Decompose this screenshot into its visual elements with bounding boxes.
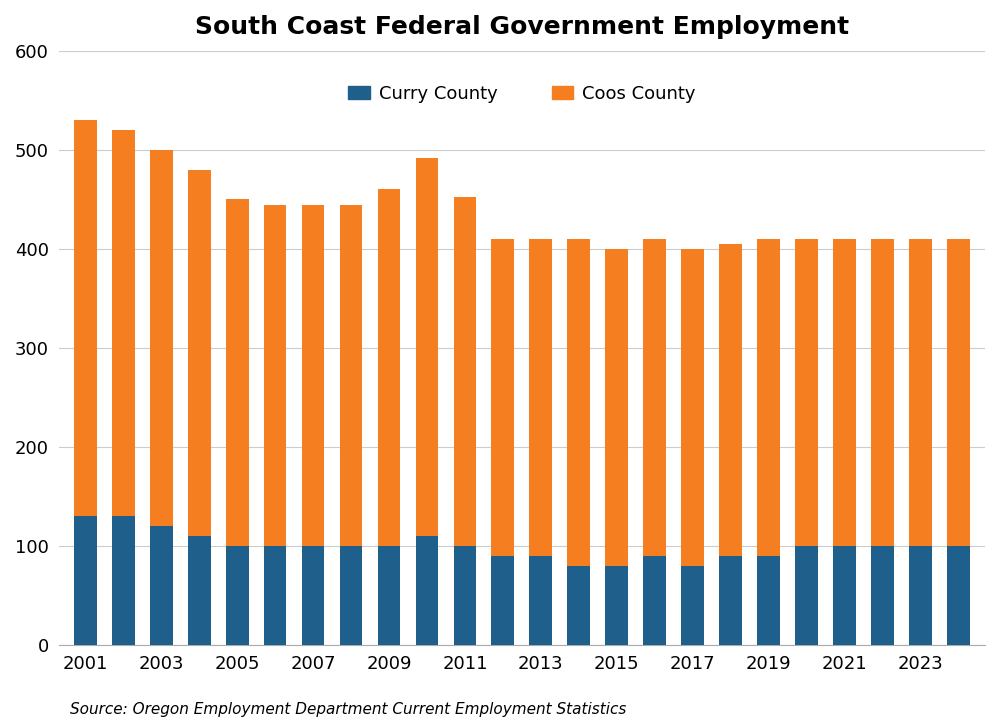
Bar — [150, 526, 173, 645]
Bar — [491, 239, 514, 556]
Bar — [605, 249, 628, 566]
Bar — [529, 556, 552, 645]
Bar — [567, 239, 590, 566]
Bar — [454, 197, 476, 546]
Bar — [264, 546, 286, 645]
Bar — [340, 546, 362, 645]
Bar — [188, 536, 211, 645]
Bar — [302, 546, 324, 645]
Bar — [757, 239, 780, 556]
Bar — [226, 199, 249, 546]
Bar — [947, 239, 970, 546]
Bar — [302, 205, 324, 546]
Bar — [112, 516, 135, 645]
Bar — [833, 546, 856, 645]
Bar — [643, 556, 666, 645]
Bar — [74, 120, 97, 516]
Bar — [947, 546, 970, 645]
Bar — [340, 205, 362, 546]
Bar — [491, 556, 514, 645]
Bar — [681, 566, 704, 645]
Bar — [416, 536, 438, 645]
Bar — [605, 566, 628, 645]
Bar — [378, 546, 400, 645]
Bar — [795, 239, 818, 546]
Bar — [719, 556, 742, 645]
Bar — [378, 190, 400, 546]
Bar — [264, 205, 286, 546]
Bar — [112, 130, 135, 516]
Text: Source: Oregon Employment Department Current Employment Statistics: Source: Oregon Employment Department Cur… — [70, 702, 626, 717]
Bar — [643, 239, 666, 556]
Bar — [416, 158, 438, 536]
Bar — [681, 249, 704, 566]
Bar — [226, 546, 249, 645]
Legend: Curry County, Coos County: Curry County, Coos County — [341, 77, 703, 110]
Title: South Coast Federal Government Employment: South Coast Federal Government Employmen… — [195, 15, 849, 39]
Bar — [454, 546, 476, 645]
Bar — [529, 239, 552, 556]
Bar — [871, 546, 894, 645]
Bar — [909, 239, 932, 546]
Bar — [795, 546, 818, 645]
Bar — [871, 239, 894, 546]
Bar — [719, 244, 742, 556]
Bar — [567, 566, 590, 645]
Bar — [757, 556, 780, 645]
Bar — [188, 169, 211, 536]
Bar — [74, 516, 97, 645]
Bar — [150, 150, 173, 526]
Bar — [833, 239, 856, 546]
Bar — [909, 546, 932, 645]
